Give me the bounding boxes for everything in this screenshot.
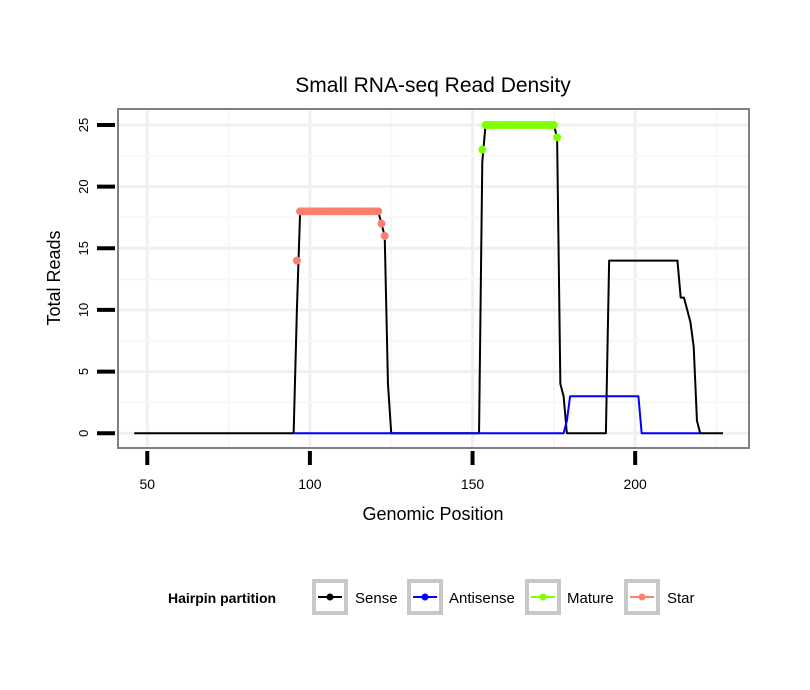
legend-item-mature: Mature <box>525 579 614 615</box>
x-tick-label: 200 <box>623 476 647 492</box>
plot-panel <box>117 108 750 449</box>
legend-item-sense: Sense <box>312 579 398 615</box>
data-point-star <box>374 207 383 216</box>
x-axis-label: Genomic Position <box>362 504 503 524</box>
y-axis: 0 5 10 15 20 25 <box>76 118 115 437</box>
x-tick-label: 100 <box>298 476 322 492</box>
series-layer <box>134 121 723 435</box>
y-tick-label: 25 <box>76 118 91 132</box>
data-point-mature <box>553 133 562 142</box>
series-line-sense <box>134 124 723 435</box>
data-point-star <box>292 256 301 265</box>
legend-label-antisense: Antisense <box>449 590 515 607</box>
legend-item-antisense: Antisense <box>407 579 515 615</box>
x-axis: 50 100 150 200 <box>139 451 647 492</box>
legend-label-sense: Sense <box>355 590 398 607</box>
legend-label-star: Star <box>667 590 695 607</box>
x-tick-label: 150 <box>461 476 485 492</box>
series-line-antisense <box>293 395 701 435</box>
legend-title: Hairpin partition <box>168 590 276 606</box>
legend: Hairpin partition Sense Antisense Mature… <box>168 579 695 615</box>
data-point-mature <box>549 121 558 130</box>
data-point-mature <box>478 145 487 154</box>
y-tick-label: 15 <box>76 241 91 255</box>
data-point-star <box>377 219 386 228</box>
chart-title: Small RNA-seq Read Density <box>295 74 571 97</box>
y-tick-label: 20 <box>76 179 91 193</box>
legend-item-star: Star <box>624 579 695 615</box>
data-point-star <box>380 231 389 240</box>
legend-dot-sense <box>326 593 334 601</box>
y-tick-label: 10 <box>76 303 91 317</box>
legend-dot-antisense <box>421 593 429 601</box>
x-tick-label: 50 <box>139 476 155 492</box>
y-tick-label: 0 <box>76 430 91 437</box>
legend-dot-star <box>638 593 646 601</box>
panel-border <box>117 108 750 449</box>
legend-dot-mature <box>539 593 547 601</box>
legend-label-mature: Mature <box>567 590 614 607</box>
y-axis-label: Total Reads <box>44 230 64 325</box>
y-tick-label: 5 <box>76 368 91 375</box>
